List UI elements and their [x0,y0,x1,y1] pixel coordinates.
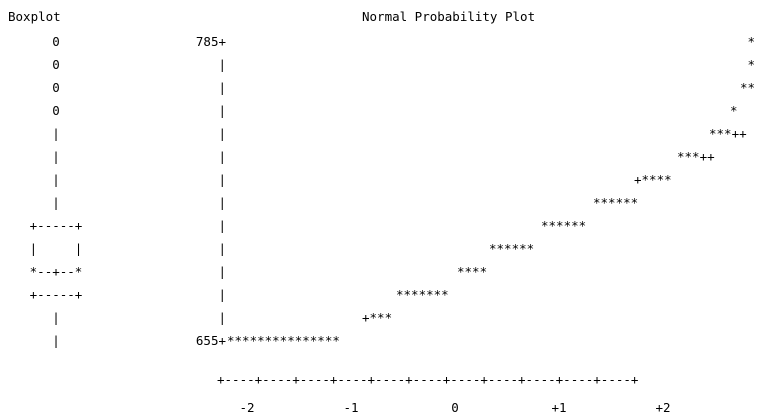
boxplot-row: 0 [52,103,60,118]
boxplot-row: | [52,149,60,164]
y-axis-row: | [218,103,226,118]
y-axis-row: 785+ [196,34,226,49]
y-axis-row: | [218,80,226,95]
plot-point-row: ****** [489,241,534,256]
boxplot-row: | [52,310,60,325]
plot-point-row: +*** [362,310,392,325]
boxplot-row: | [52,333,60,348]
y-axis: 785+ | | | | | | | | | | | | 655+ [196,34,226,348]
plot-point-row: * [747,57,755,72]
y-axis-row: | [218,149,226,164]
plot-point-row: ****** [593,195,638,210]
plot-point-row: ***++ [709,126,747,141]
x-axis-rule: +----+----+----+----+----+----+----+----… [217,372,638,387]
boxplot-row: 0 [52,80,60,95]
boxplot-row: | [52,172,60,187]
y-axis-row: | [218,264,226,279]
boxplot-row: +-----+ [30,218,83,233]
y-axis-row: 655+ [196,333,226,348]
plot-point-row: * [730,103,738,118]
plot-point-row: +**** [634,172,672,187]
plot-point-row: ***++ [677,149,715,164]
y-axis-row: | [218,172,226,187]
x-tick-label: +1 [551,400,566,415]
y-axis-row: | [218,241,226,256]
x-tick-label: -2 [239,400,254,415]
boxplot-row: | [52,126,60,141]
y-axis-row: | [218,287,226,302]
x-tick-label: -1 [343,400,358,415]
boxplot: 0 0 0 0 | | | | +-----+ | | *--+--* +-----+ | | [30,34,83,348]
boxplot-row: 0 [52,34,60,49]
x-tick-label: 0 [451,400,459,415]
plot-title: Normal Probability Plot [362,9,535,24]
y-axis-row: | [218,57,226,72]
x-axis-ticks: -2 -1 0 +1 +2 [239,400,670,415]
y-axis-row: | [218,126,226,141]
plot-point-row: *************** [227,333,340,348]
y-axis-row: | [218,310,226,325]
x-tick-label: +2 [655,400,670,415]
y-axis-row: | [218,195,226,210]
plot-point-row: ******* [396,287,449,302]
y-axis-row: | [218,218,226,233]
boxplot-row: 0 [52,57,60,72]
boxplot-title: Boxplot [8,9,61,24]
boxplot-row: | | [30,241,83,256]
plot-points: ********++***+++************************… [227,34,755,348]
plot-point-row: **** [457,264,487,279]
plot-point-row: * [747,34,755,49]
plot-point-row: ****** [541,218,586,233]
boxplot-row: | [52,195,60,210]
boxplot-row: +-----+ [30,287,83,302]
plot-point-row: ** [740,80,755,95]
boxplot-row: *--+--* [30,264,83,279]
